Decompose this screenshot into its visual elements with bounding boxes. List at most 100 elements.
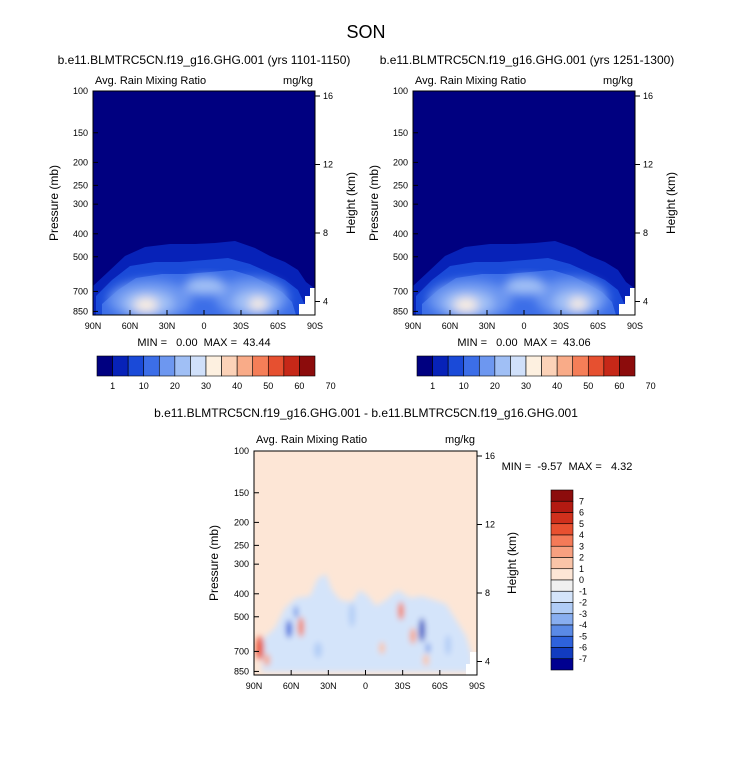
panel-1-title: b.e11.BLMTRC5CN.f19_g16.GHG.001 (yrs 125…: [380, 53, 675, 67]
panel-0-ylabel: Pressure (mb): [47, 165, 61, 241]
panel-1-htick-label: 4: [643, 297, 648, 307]
panel-0-ytick-label: 700: [73, 286, 88, 296]
panel-2-colorbar-swatch: [550, 489, 574, 502]
panel-2-ytick-label: 250: [234, 540, 249, 550]
panel-1-stats: MIN = 0.00 MAX = 43.06: [457, 337, 590, 349]
panel-2-colorbar-label: 7: [579, 496, 584, 506]
panel-0-colorbar-label: 50: [263, 381, 273, 391]
panel-0-xtick-label: 0: [201, 321, 206, 331]
panel-1-htick-label: 12: [643, 160, 653, 170]
panel-0-ytick-label: 100: [73, 86, 88, 96]
panel-0-colorbar-swatch: [158, 355, 176, 377]
panel-2-neg-60s: [445, 635, 451, 655]
panel-0-title: b.e11.BLMTRC5CN.f19_g16.GHG.001 (yrs 110…: [58, 53, 351, 67]
panel-0-ytick-label: 200: [73, 157, 88, 167]
panel-0-htick-label: 4: [323, 297, 328, 307]
panel-1-xtick-label: 30N: [479, 321, 496, 331]
panel-1-peak-right: [569, 298, 587, 310]
panel-0: b.e11.BLMTRC5CN.f19_g16.GHG.001 (yrs 110…: [47, 53, 358, 391]
panel-2-title: b.e11.BLMTRC5CN.f19_g16.GHG.001 - b.e11.…: [154, 406, 578, 420]
panel-0-ytick-label: 300: [73, 199, 88, 209]
panel-2-colorbar-label: -3: [579, 609, 587, 619]
panel-1-ytick-label: 250: [393, 180, 408, 190]
panel-2-axes: 90N 60N 30N 0 30S 60S 90S 100 150 200 250 300 400 500…: [234, 446, 495, 691]
panel-0-colorbar-swatch: [174, 355, 191, 377]
panel-0-ytick-label: 400: [73, 229, 88, 239]
panel-1-ytick-label: 400: [393, 229, 408, 239]
panel-2-colorbar-label: 6: [579, 508, 584, 518]
panel-2-htick-label: 4: [485, 657, 490, 667]
figure-title: SON: [346, 22, 385, 42]
panel-2-neg-30n: [314, 642, 322, 658]
panel-2-colorbar-swatch: [550, 579, 574, 592]
panel-1-left-label: Avg. Rain Mixing Ratio: [415, 75, 526, 87]
panel-1-xtick-label: 60S: [590, 321, 606, 331]
panel-2-colorbar-swatch: [550, 590, 574, 603]
panel-0-xtick-label: 30S: [233, 321, 249, 331]
panel-0-colorbar-swatch: [205, 355, 222, 377]
panel-0-colorbar-swatch: [190, 355, 207, 377]
panel-1-colorbar-swatch: [619, 355, 636, 377]
panel-1-colorbar-label: 30: [521, 381, 531, 391]
panel-2-htick-label: 16: [485, 451, 495, 461]
panel-0-colorbar-label: 1: [110, 381, 115, 391]
panel-2-colorbar-swatch: [550, 545, 574, 558]
panel-2-right-label: mg/kg: [445, 434, 475, 446]
panel-2-neg-45s-b: [426, 643, 430, 653]
panel-1-colorbar-swatch: [572, 355, 589, 377]
panel-1-colorbar-swatch: [478, 355, 496, 377]
panel-1-xtick-label: 90N: [405, 321, 422, 331]
panel-0-field: [93, 91, 315, 315]
panel-2-colorbar-label: -5: [579, 631, 587, 641]
panel-1-colorbar-swatch: [494, 355, 511, 377]
panel-2-colorbar-swatch: [550, 512, 574, 525]
panel-2-htick-label: 12: [485, 520, 495, 530]
panel-0-peak-left: [134, 298, 158, 312]
panel-2-colorbar-swatch: [550, 635, 574, 648]
panel-1-ytick-label: 150: [393, 128, 408, 138]
panel-1-ytick-label: 500: [393, 252, 408, 262]
panel-1-colorbar: 1 10 20 30 40 50 60 70: [416, 355, 656, 391]
panel-2-xtick-label: 90N: [246, 681, 263, 691]
panel-0-left-label: Avg. Rain Mixing Ratio: [95, 75, 206, 87]
panel-2-colorbar-swatch: [550, 568, 574, 581]
panel-2-colorbar-swatch: [550, 602, 574, 615]
panel-2-neg-10n: [349, 603, 355, 627]
panel-1-colorbar-swatch: [416, 355, 433, 377]
panel-2-xtick-label: 60N: [283, 681, 300, 691]
panel-1-colorbar-swatch: [447, 355, 465, 377]
panel-2: b.e11.BLMTRC5CN.f19_g16.GHG.001 - b.e11.…: [154, 406, 632, 691]
panel-1-colorbar-swatch: [463, 355, 480, 377]
panel-2-colorbar-swatch: [550, 624, 574, 637]
panel-1-colorbar-swatch: [510, 355, 527, 377]
panel-2-htick-label: 8: [485, 588, 490, 598]
panel-1-ylabel-right: Height (km): [664, 172, 678, 234]
panel-2-xtick-label: 30S: [395, 681, 411, 691]
panel-2-pos-90n: [256, 636, 264, 660]
panel-0-axes: 90N 60N 30N 0 30S 60S 90S 100 150 200 250 300 400 500…: [73, 86, 333, 331]
panel-1-colorbar-swatch: [432, 355, 449, 377]
panel-2-ylabel: Pressure (mb): [207, 525, 221, 601]
panel-1-ylabel: Pressure (mb): [367, 165, 381, 241]
panel-0-colorbar-swatch: [112, 355, 129, 377]
panel-1-ytick-label: 300: [393, 199, 408, 209]
panel-1-colorbar-label: 40: [552, 381, 562, 391]
panel-0-terrain-mask: [299, 288, 315, 315]
panel-1-colorbar-swatch: [603, 355, 620, 377]
panel-1-colorbar-label: 50: [583, 381, 593, 391]
panel-1-colorbar-label: 60: [614, 381, 624, 391]
panel-2-left-label: Avg. Rain Mixing Ratio: [256, 434, 367, 446]
panel-2-pos-90n-b: [264, 654, 270, 666]
panel-1-colorbar-swatch: [587, 355, 605, 377]
panel-2-ytick-label: 150: [234, 488, 249, 498]
panel-2-colorbar-label: 4: [579, 530, 584, 540]
panel-0-colorbar-swatch: [127, 355, 145, 377]
panel-1: b.e11.BLMTRC5CN.f19_g16.GHG.001 (yrs 125…: [367, 53, 678, 391]
panel-2-ytick-label: 850: [234, 666, 249, 676]
panel-2-terrain-mask: [466, 652, 477, 675]
panel-2-xtick-label: 30N: [320, 681, 337, 691]
panel-2-colorbar-label: 2: [579, 553, 584, 563]
panel-0-colorbar-swatch: [267, 355, 285, 377]
